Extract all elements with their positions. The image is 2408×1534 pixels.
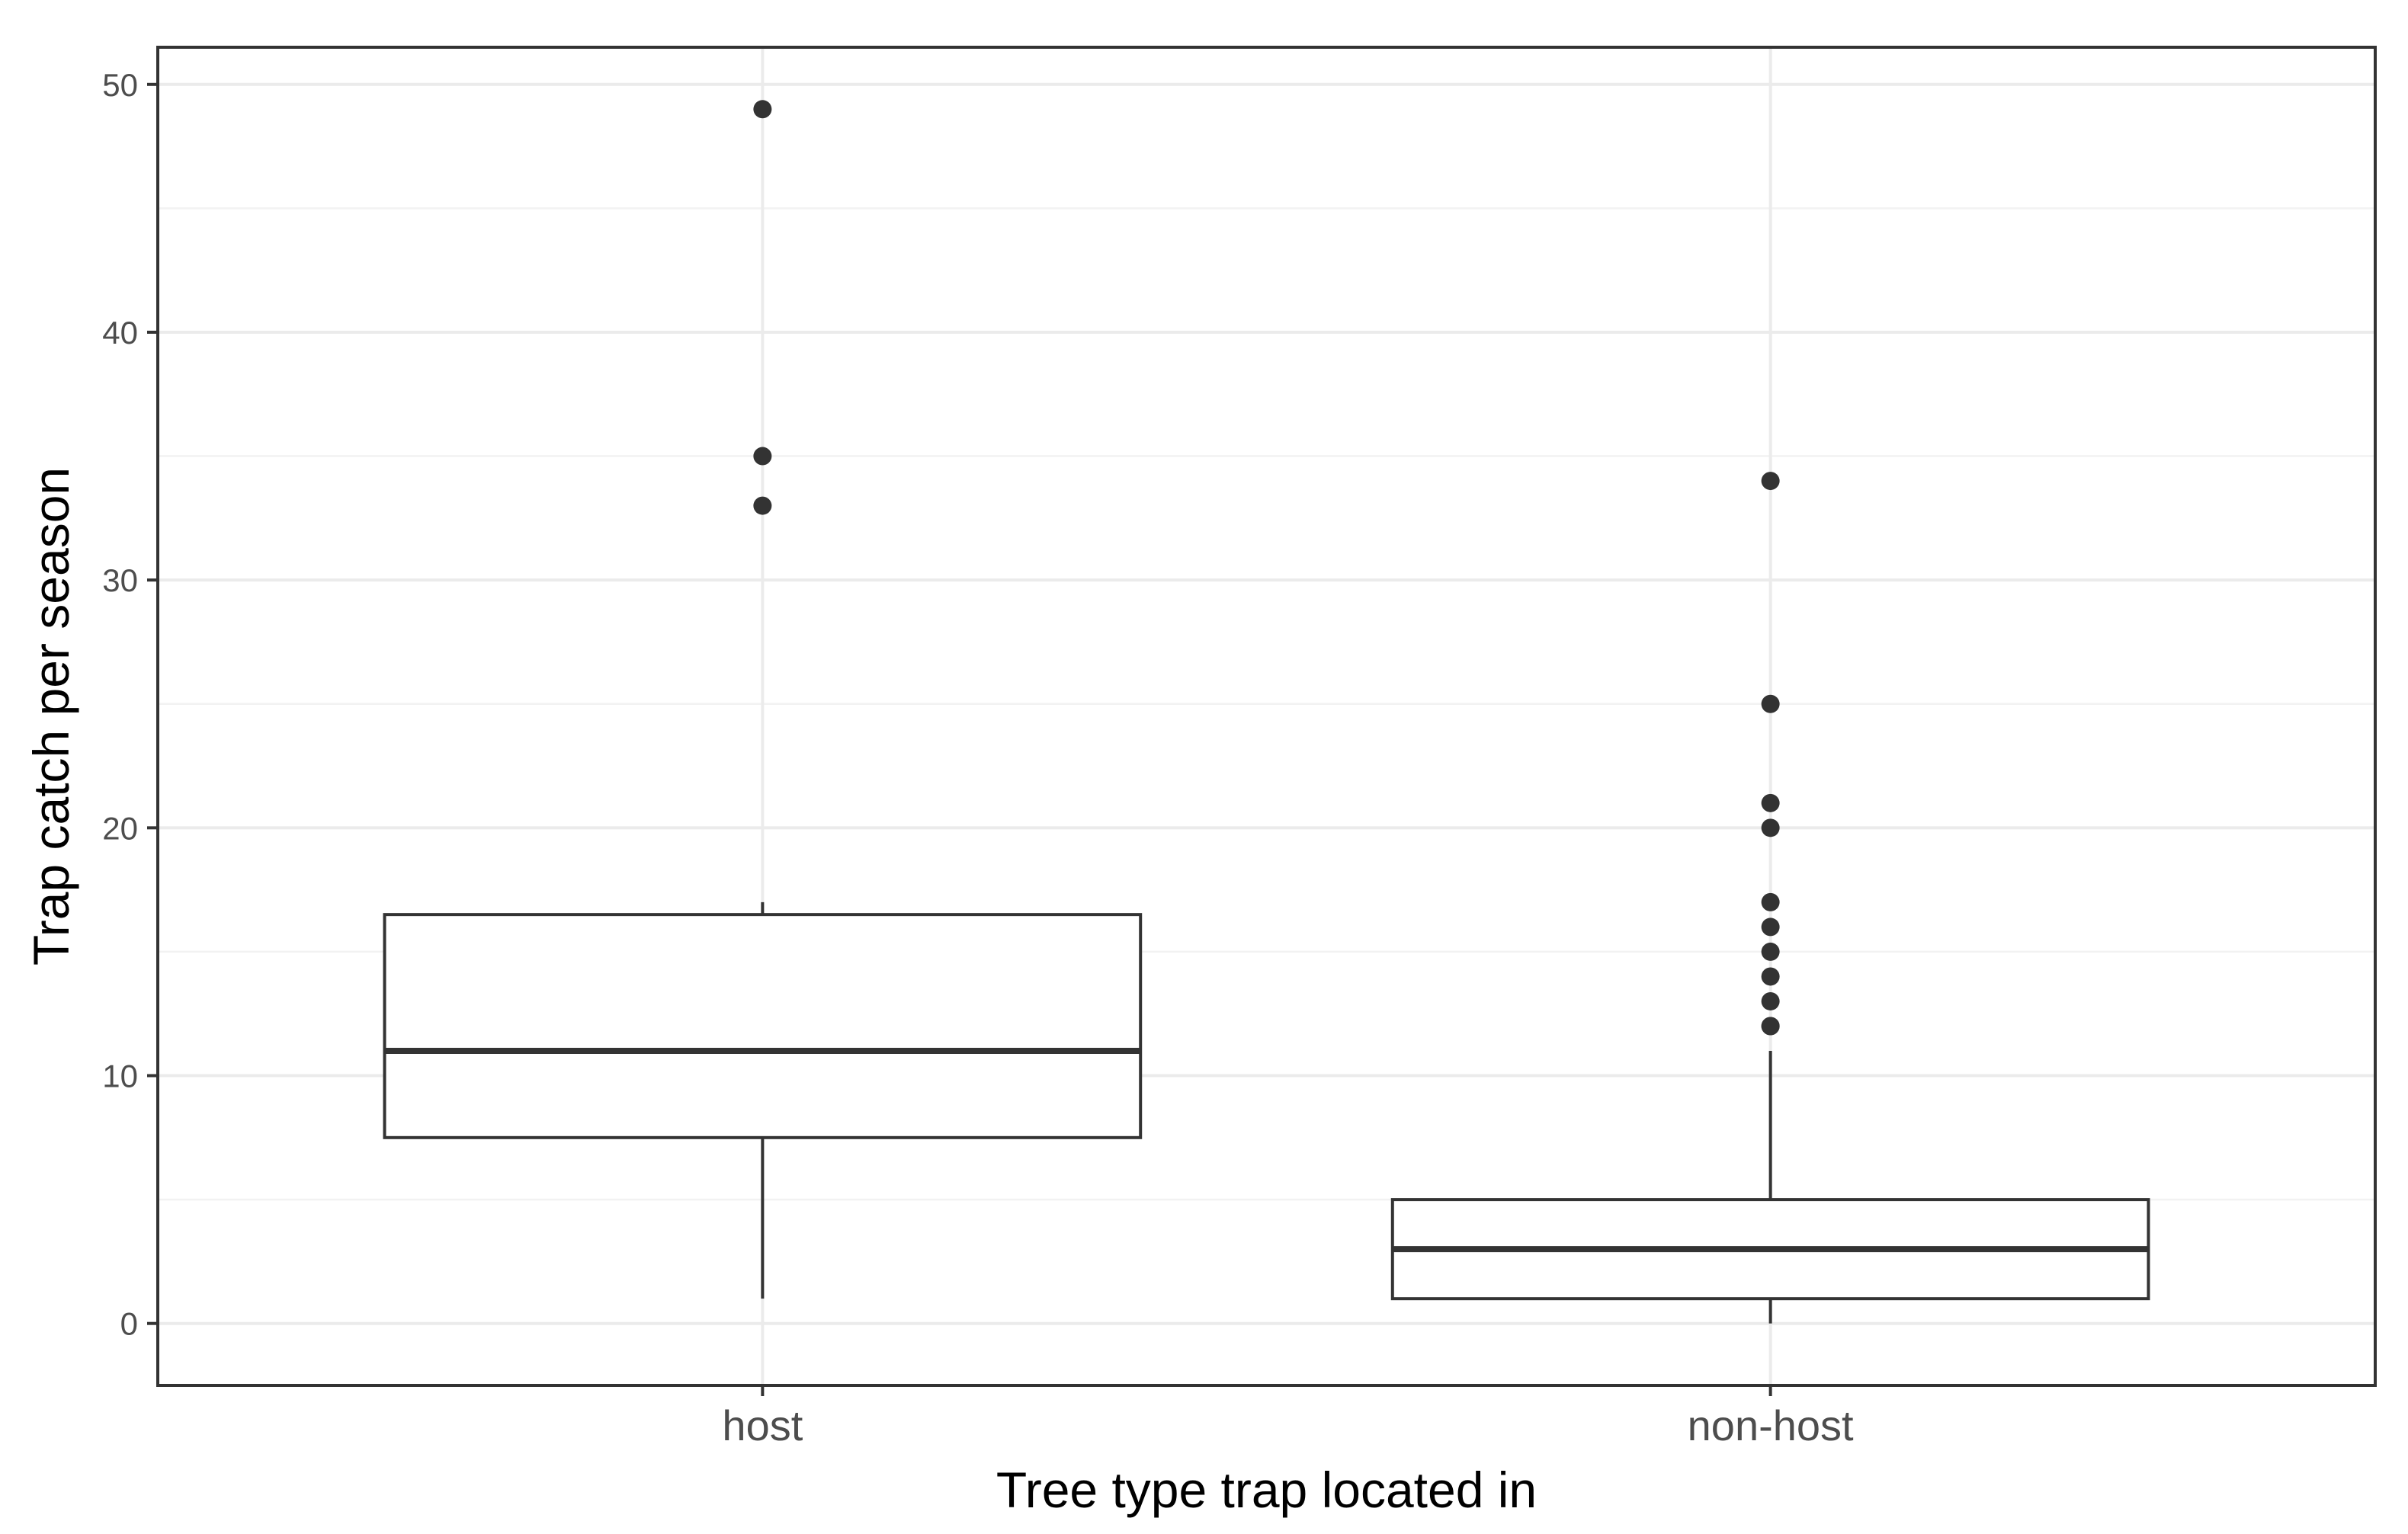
box-group-non-host	[1390, 472, 2150, 1324]
y-tick-label: 50	[102, 67, 138, 103]
y-tick-label: 0	[120, 1306, 138, 1342]
x-axis-title: Tree type trap located in	[996, 1462, 1537, 1518]
outlier-point	[1761, 892, 1780, 911]
y-tick-label: 40	[102, 315, 138, 351]
y-tick-label: 30	[102, 562, 138, 598]
outlier-point	[1761, 694, 1780, 713]
outlier-point	[753, 496, 772, 515]
outlier-point	[1761, 991, 1780, 1010]
x-axis-ticks: host non-host	[722, 1385, 1854, 1449]
panel-border	[156, 46, 2377, 1387]
outlier-point	[1761, 1017, 1780, 1036]
y-axis-title: Trap catch per season	[23, 467, 79, 966]
outlier-point	[1761, 942, 1780, 961]
y-tick-label: 10	[102, 1058, 138, 1094]
y-tick-label: 20	[102, 810, 138, 846]
x-tick-label-non-host: non-host	[1688, 1401, 1854, 1449]
outlier-point	[1761, 918, 1780, 937]
x-tick-label-host: host	[722, 1401, 803, 1449]
boxes-layer	[383, 100, 2150, 1324]
y-axis-ticks: 0 10 20 30 40 50	[102, 67, 158, 1342]
outlier-point	[1761, 818, 1780, 837]
outlier-point	[1761, 967, 1780, 986]
box-group-host	[383, 100, 1143, 1299]
outlier-point	[1761, 472, 1780, 491]
iqr-box	[383, 913, 1143, 1139]
outlier-point	[753, 100, 772, 119]
outlier-point	[753, 447, 772, 466]
outlier-point	[1761, 793, 1780, 812]
